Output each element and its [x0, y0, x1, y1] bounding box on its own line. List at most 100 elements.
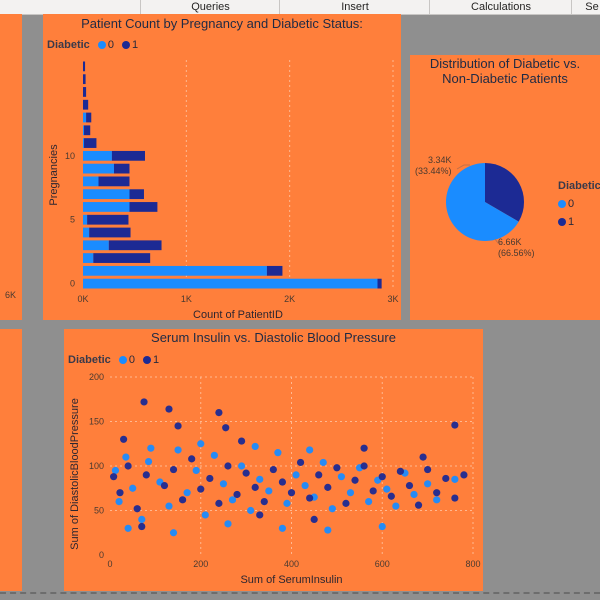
scatter-point: [224, 520, 232, 528]
y-tick-label: 100: [89, 461, 104, 471]
scatter-point: [360, 462, 368, 470]
ribbon-tab-se[interactable]: Se: [571, 0, 600, 14]
scatter-point: [365, 498, 373, 506]
y-axis-title: Sum of DiastolicBloodPressure: [69, 398, 81, 550]
legend-dot-0: [97, 41, 106, 50]
scatter-point: [111, 466, 120, 475]
x-axis-title: Sum of SerumInsulin: [240, 574, 342, 586]
scatter-point: [265, 487, 273, 495]
y-tick-label: 0: [70, 279, 75, 289]
left-partial-visual[interactable]: 6K: [0, 14, 22, 320]
bar-segment: [84, 125, 91, 136]
scatter-point: [179, 496, 187, 504]
scatter-point: [251, 442, 259, 451]
scatter-point: [278, 524, 287, 532]
legend-label-1: 1: [132, 39, 139, 51]
bar-chart-title: Patient Count by Pregnancy and Diabetic …: [81, 16, 363, 31]
scatter-point: [451, 475, 459, 483]
legend-label-0: 0: [568, 198, 575, 210]
pie-chart-plot: 3.34K(33.44%) 6.66K(66.56%): [415, 155, 535, 258]
scatter-point: [383, 485, 391, 493]
scatter-point: [219, 480, 228, 488]
scatter-point: [333, 464, 341, 472]
ribbon-tab-calculations[interactable]: Calculations: [429, 0, 572, 14]
x-tick-label: 600: [375, 559, 390, 569]
scatter-point: [387, 492, 395, 500]
scatter-point: [310, 515, 318, 523]
scatter-point: [147, 444, 155, 452]
scatter-point: [392, 502, 400, 510]
scatter-point: [442, 474, 450, 483]
scatter-point: [287, 489, 296, 497]
legend-title: Diabetic: [47, 39, 90, 51]
ribbon-tab-insert[interactable]: Insert: [279, 0, 430, 14]
scatter-chart-title: Serum Insulin vs. Diastolic Blood Pressu…: [151, 330, 396, 345]
legend-dot-0: [558, 200, 566, 209]
bar-segment: [98, 176, 130, 187]
scatter-point: [165, 405, 173, 413]
bar-segment: [111, 150, 145, 161]
scatter-point: [120, 435, 128, 443]
bar-chart-panel[interactable]: Patient Count by Pregnancy and Diabetic …: [43, 14, 401, 321]
x-tick-label: 400: [284, 559, 299, 569]
scatter-point: [351, 476, 359, 484]
bar-segment: [377, 278, 382, 289]
scatter-point: [337, 473, 346, 481]
scatter-chart-legend: Diabetic 0 1: [68, 354, 159, 366]
bar-segment: [114, 163, 130, 174]
scatter-point: [197, 440, 205, 448]
scatter-point: [192, 466, 200, 475]
bar-segment: [83, 138, 85, 148]
scatter-point: [419, 453, 427, 461]
scatter-point: [110, 473, 118, 481]
leader-line: [494, 238, 502, 244]
bar-segment: [83, 150, 112, 161]
pie-chart-panel[interactable]: Distribution of Diabetic vs. Non-Diabeti…: [410, 55, 600, 320]
pie-label-value: 3.34K: [428, 155, 452, 165]
scatter-point: [144, 457, 153, 466]
scatter-point: [247, 506, 255, 515]
x-tick-label: 1K: [181, 294, 192, 304]
scatter-point: [410, 490, 418, 499]
scatter-point: [460, 471, 468, 479]
scatter-point: [396, 467, 404, 475]
x-tick-label: 800: [465, 559, 480, 569]
y-tick-label: 50: [94, 506, 104, 516]
scatter-point: [142, 471, 150, 479]
scatter-point: [369, 487, 377, 495]
scatter-point: [315, 471, 323, 479]
y-tick-label: 150: [89, 417, 104, 427]
left-partial-visual-2[interactable]: [0, 329, 22, 591]
scatter-point: [242, 469, 250, 477]
scatter-point: [174, 446, 182, 454]
scatter-point: [328, 505, 336, 513]
x-tick-label: 0: [107, 559, 112, 569]
ribbon-tabs: Queries Insert Calculations Se: [0, 0, 600, 15]
scatter-point: [169, 529, 178, 537]
scatter-point: [260, 498, 268, 506]
scatter-point: [215, 409, 223, 417]
legend-dot-1: [143, 356, 152, 365]
y-tick-label: 0: [99, 550, 104, 560]
bar-segment: [83, 112, 87, 123]
scatter-point: [165, 502, 173, 510]
scatter-point: [292, 471, 300, 479]
bar-segment: [83, 253, 94, 263]
scatter-point: [378, 522, 386, 531]
y-axis-title: Pregnancies: [48, 144, 60, 206]
bar-segment: [83, 265, 267, 276]
bar-segment: [83, 202, 130, 212]
bar-segment: [83, 61, 86, 72]
scatter-point: [405, 481, 414, 490]
legend-dot-1: [558, 218, 566, 227]
scatter-chart-panel[interactable]: Serum Insulin vs. Diastolic Blood Pressu…: [64, 329, 483, 591]
ribbon-tab-queries[interactable]: Queries: [140, 0, 280, 14]
bar-segment: [83, 74, 86, 85]
bar-segment: [129, 189, 144, 200]
scatter-point: [115, 498, 123, 506]
legend-label-1: 1: [153, 354, 160, 366]
leader-line: [456, 164, 470, 170]
legend-label-0: 0: [128, 354, 135, 366]
bar-segment: [83, 163, 114, 174]
legend-title: Diabetic: [68, 354, 111, 366]
